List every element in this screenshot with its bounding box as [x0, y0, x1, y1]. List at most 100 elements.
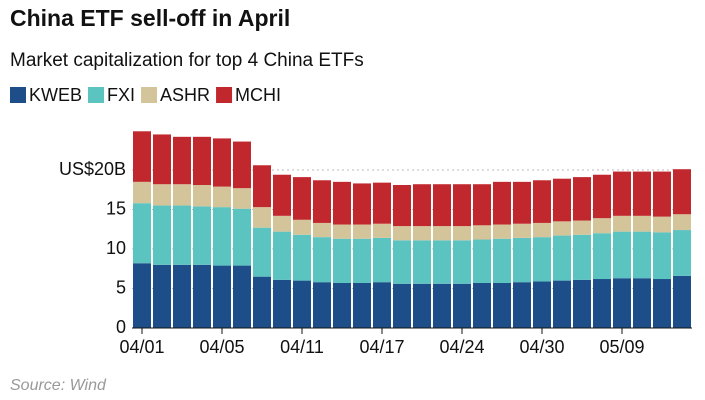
bar-segment: [133, 203, 151, 264]
bar-segment: [173, 136, 191, 185]
bar-segment: [433, 240, 451, 284]
bar-segment: [333, 282, 351, 328]
bar-segment: [453, 240, 471, 284]
bar-segment: [433, 184, 451, 227]
bar-segment: [213, 138, 231, 187]
bar-segment: [213, 207, 231, 266]
bar-segment: [313, 282, 331, 328]
bar-segment: [513, 282, 531, 328]
bar-segment: [493, 224, 511, 239]
legend-label: FXI: [107, 85, 135, 105]
bar-segment: [613, 215, 631, 232]
x-tick-label: 04/05: [199, 337, 244, 357]
bar-segment: [273, 279, 291, 328]
bar-segment: [433, 283, 451, 328]
bar-segment: [173, 184, 191, 206]
chart-subtitle: Market capitalization for top 4 China ET…: [10, 50, 364, 71]
bar-segment: [333, 181, 351, 225]
bar-segment: [393, 240, 411, 284]
bar-segment: [593, 279, 611, 328]
bar-segment: [673, 230, 691, 276]
bar-segment: [653, 232, 671, 280]
bar-segment: [633, 278, 651, 328]
bar-segment: [273, 215, 291, 232]
x-tick-label: 04/11: [280, 337, 324, 357]
bar-segment: [513, 237, 531, 283]
bar-segment: [393, 283, 411, 328]
bar-segment: [613, 171, 631, 216]
bar-segment: [353, 183, 371, 225]
bar-segment: [173, 205, 191, 265]
bar-segment: [493, 238, 511, 283]
y-tick-label: 0: [116, 317, 126, 337]
bar-segment: [233, 188, 251, 209]
x-tick-label: 05/09: [599, 337, 644, 357]
bar-segment: [633, 215, 651, 232]
bar-segment: [573, 177, 591, 221]
bar-segment: [233, 265, 251, 328]
legend-swatch: [141, 87, 158, 103]
bar-segment: [673, 169, 691, 215]
bar-segment: [593, 218, 611, 234]
bar-segment: [313, 222, 331, 238]
y-tick-label: 15: [106, 198, 126, 218]
bar-segment: [593, 174, 611, 219]
bar-segment: [573, 234, 591, 280]
bar-segment: [473, 282, 491, 328]
bar-segment: [353, 238, 371, 283]
bar-segment: [493, 181, 511, 225]
bar-segment: [553, 280, 571, 328]
bar-segment: [653, 279, 671, 328]
bar-segment: [213, 186, 231, 208]
bar-segment: [133, 181, 151, 204]
bar-segment: [633, 171, 651, 216]
bar-segment: [533, 237, 551, 282]
bar-segment: [473, 225, 491, 240]
bar-segment: [453, 226, 471, 241]
legend-label: KWEB: [29, 85, 82, 105]
bar-segment: [133, 263, 151, 328]
bar-segment: [413, 184, 431, 227]
bar-segment: [273, 231, 291, 280]
legend-swatch: [10, 87, 26, 103]
bar-segment: [493, 282, 511, 328]
bar-segment: [153, 134, 171, 185]
bar-segment: [253, 207, 271, 228]
bar-segment: [253, 227, 271, 277]
bar-segment: [373, 182, 391, 224]
x-tick-label: 04/30: [519, 337, 564, 357]
legend-label: ASHR: [160, 85, 210, 105]
bar-segment: [353, 224, 371, 239]
bar-segment: [613, 231, 631, 279]
x-tick-label: 04/01: [119, 337, 164, 357]
bar-segment: [133, 131, 151, 182]
bar-segment: [273, 174, 291, 216]
bar-segment: [513, 181, 531, 224]
bar-segment: [553, 221, 571, 236]
bar-segment: [533, 222, 551, 238]
bar-segment: [153, 205, 171, 265]
bar-segment: [593, 233, 611, 280]
bar-segment: [233, 141, 251, 189]
bar-segment: [293, 234, 311, 281]
bar-segment: [633, 231, 651, 279]
bar-segment: [293, 280, 311, 328]
bar-segment: [673, 214, 691, 231]
bar-segment: [373, 237, 391, 283]
bar-segment: [153, 184, 171, 206]
bar-segment: [193, 185, 211, 207]
bar-segment: [573, 220, 591, 235]
bar-segment: [453, 283, 471, 328]
bar-segment: [413, 226, 431, 241]
x-tick-label: 04/24: [439, 337, 484, 357]
bar-segment: [613, 278, 631, 328]
bar-segment: [333, 238, 351, 283]
bar-segment: [473, 239, 491, 283]
bar-segment: [413, 240, 431, 284]
bar-segment: [353, 282, 371, 328]
bar-segment: [293, 219, 311, 235]
bar-segment: [553, 235, 571, 281]
bar-segment: [193, 264, 211, 328]
bar-segment: [233, 208, 251, 266]
bar-segment: [453, 184, 471, 227]
